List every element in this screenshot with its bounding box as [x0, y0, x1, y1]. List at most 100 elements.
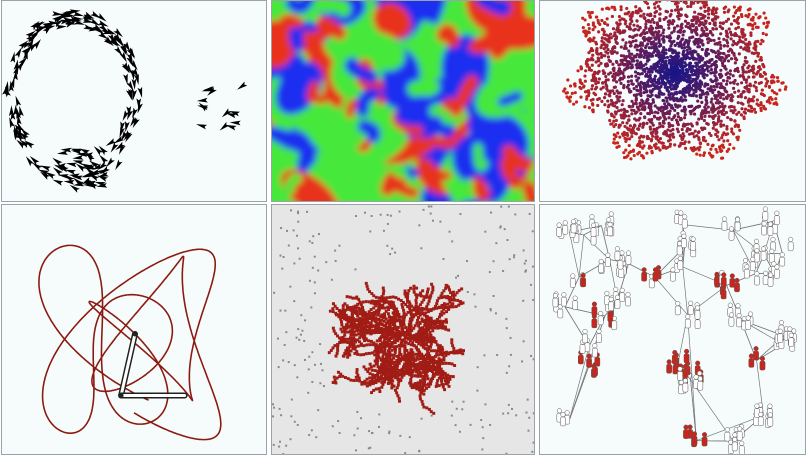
cluster-particle — [365, 377, 369, 381]
aggregate-particle — [642, 81, 647, 85]
bird-icon — [9, 80, 14, 92]
cluster-particle — [444, 361, 448, 365]
cluster-particle — [462, 349, 466, 353]
cluster-particle — [391, 323, 395, 327]
aggregate-particle — [687, 91, 691, 95]
virus-network-panel[interactable] — [539, 204, 806, 455]
bird-icon — [25, 30, 36, 39]
aggregate-particle — [683, 41, 687, 45]
aggregate-particle — [621, 121, 625, 125]
aggregate-particle — [712, 38, 716, 42]
aggregate-particle — [592, 79, 596, 83]
cluster-particle — [384, 334, 388, 338]
cluster-particle — [373, 328, 377, 332]
virus-network-view — [552, 206, 797, 454]
aggregate-particle — [682, 122, 686, 126]
aggregate-particle — [736, 40, 740, 44]
aggregate-particle — [736, 123, 741, 127]
cluster-particle — [384, 298, 388, 302]
aggregate-particle — [637, 82, 641, 86]
aggregate-particle — [614, 122, 618, 127]
aggregate-particle — [735, 68, 739, 72]
aggregate-particle — [684, 1, 688, 3]
aggregate-particle — [659, 25, 663, 29]
cluster-particle — [368, 343, 372, 347]
cluster-particle — [401, 330, 405, 334]
cluster-particle — [346, 337, 350, 341]
cluster-particle — [389, 300, 393, 304]
free-particle — [311, 241, 314, 244]
aggregate-particle — [656, 52, 660, 57]
cluster-particle — [341, 310, 345, 314]
aggregate-particle — [667, 134, 671, 138]
free-particle — [525, 269, 528, 272]
cluster-particle — [374, 346, 378, 350]
aggregate-particle — [686, 79, 690, 83]
aggregate-particle — [660, 92, 664, 96]
aggregate-particle — [711, 126, 715, 130]
cluster-particle — [392, 322, 396, 326]
cluster-particle — [375, 324, 379, 328]
reaction-spiral — [281, 130, 315, 157]
double-pendulum-panel[interactable] — [1, 204, 267, 455]
cluster-particle — [458, 348, 462, 352]
aggregate-particle — [611, 67, 615, 71]
cluster-particle — [405, 328, 409, 332]
cluster-particle — [331, 310, 335, 314]
aggregate-particle — [614, 40, 618, 44]
aggregate-particle — [713, 21, 717, 25]
cluster-particle — [429, 349, 433, 353]
cluster-particle — [396, 377, 400, 381]
aggregate-particle — [585, 95, 589, 99]
aggregate-particle — [703, 114, 707, 118]
aggregate-particle — [638, 136, 642, 140]
reaction-diffusion-panel[interactable] — [271, 0, 535, 202]
aggregate-particle — [640, 103, 644, 107]
bird-icon — [125, 131, 133, 143]
aggregate-particle — [697, 136, 701, 140]
free-particle — [310, 429, 313, 432]
aggregate-particle — [630, 74, 634, 78]
bird-icon — [70, 149, 82, 155]
bird-icon — [83, 11, 95, 19]
bird-icon — [32, 162, 43, 171]
radial-aggregate-panel[interactable] — [539, 0, 806, 202]
cluster-particle — [387, 349, 391, 353]
bird-icon — [126, 106, 132, 118]
cluster-particle — [409, 337, 413, 341]
flocking-birds-panel[interactable] — [1, 0, 267, 202]
bird-icon — [129, 60, 138, 71]
aggregate-particle — [731, 80, 736, 84]
cluster-particle — [345, 323, 349, 327]
cluster-particle — [362, 317, 366, 321]
aggregate-particle — [617, 15, 622, 19]
cluster-particle — [371, 299, 375, 303]
cluster-particle — [384, 324, 388, 328]
aggregate-particle — [700, 26, 704, 30]
free-particle — [404, 452, 407, 454]
aggregate-particle — [679, 40, 683, 44]
aggregate-particle — [607, 34, 611, 38]
free-particle — [315, 436, 318, 439]
cluster-particle — [350, 314, 354, 318]
free-particle — [293, 420, 296, 423]
cluster-particle — [333, 304, 337, 308]
aggregate-particle — [741, 68, 745, 72]
cluster-particle — [370, 377, 374, 381]
aggregate-particle — [669, 36, 673, 40]
free-particle — [398, 210, 401, 213]
cluster-particle — [388, 379, 392, 383]
aggregate-particle — [726, 76, 730, 80]
aggregate-particle — [654, 1, 658, 5]
aggregate-particle — [726, 139, 730, 143]
cluster-particle — [332, 329, 336, 333]
cluster-particle — [403, 358, 407, 362]
cluster-particle — [438, 362, 442, 366]
aggregate-particle — [638, 26, 642, 30]
diffusion-limited-aggregation-panel[interactable] — [271, 204, 535, 455]
aggregate-particle — [597, 30, 601, 34]
cluster-particle — [368, 327, 372, 331]
cluster-particle — [378, 390, 382, 393]
cluster-particle — [361, 300, 365, 304]
aggregate-particle — [699, 22, 703, 26]
